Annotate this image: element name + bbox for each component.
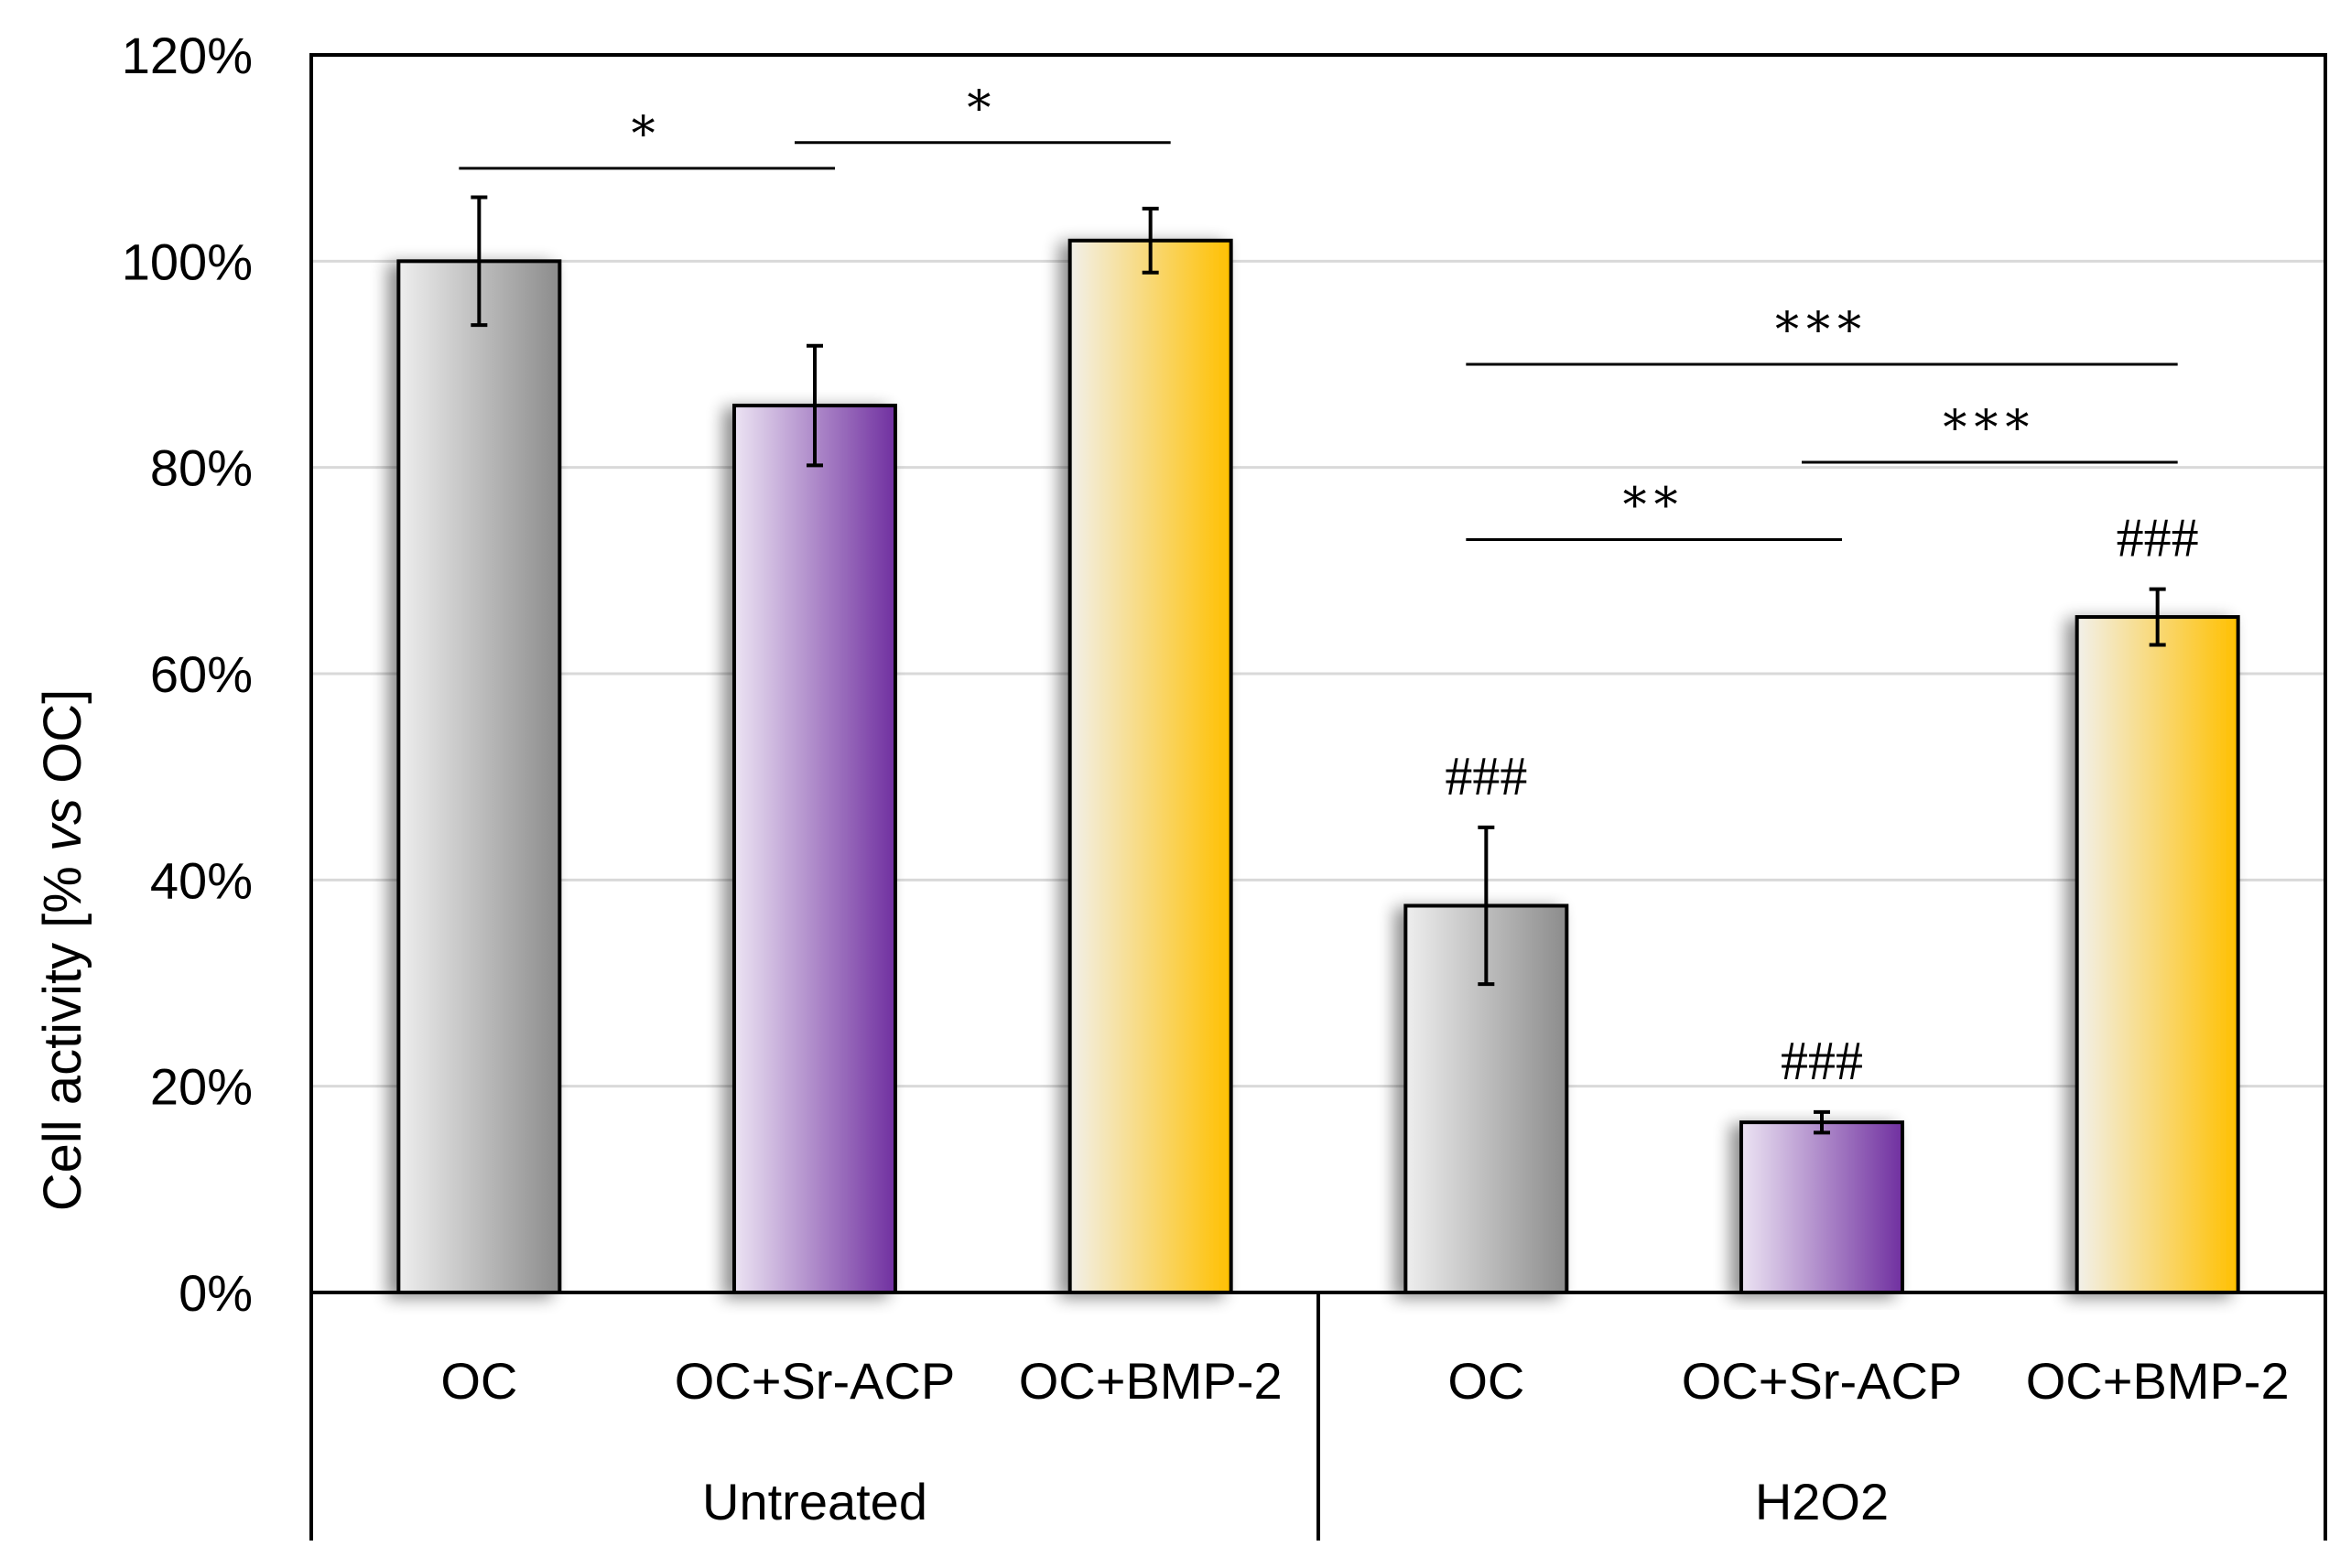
x-tick-label: OC+Sr-ACP — [675, 1352, 956, 1410]
bar-untreated-oc — [396, 259, 562, 1294]
gridlines — [311, 259, 2325, 1088]
y-axis-label-part-3: OC] — [33, 689, 92, 798]
x-tick-label: OC — [1447, 1352, 1524, 1410]
hash-annotation: ### — [2117, 508, 2199, 568]
y-axis-label: Cell activity [% vs OC] — [33, 689, 92, 1211]
y-tick-label: 120% — [122, 27, 253, 84]
bar-untreated-oc-bmp-2 — [1067, 238, 1233, 1294]
error-bars — [471, 195, 2166, 1135]
x-tick-label: OC — [440, 1352, 517, 1410]
x-tick-label: OC+BMP-2 — [1019, 1352, 1283, 1410]
error-bar — [2149, 587, 2166, 647]
axes — [309, 53, 2327, 1541]
y-tick-label: 80% — [150, 439, 253, 497]
error-bar — [1814, 1109, 1830, 1135]
y-tick-label: 20% — [150, 1058, 253, 1116]
significance-bracket: * — [795, 81, 1171, 145]
error-bar — [1478, 825, 1495, 987]
significance-label: * — [632, 107, 663, 162]
group-label: Untreated — [702, 1473, 927, 1530]
significance-bracket: *** — [1802, 401, 2178, 464]
significance-label: *** — [1943, 401, 2036, 456]
error-bar — [1142, 206, 1159, 275]
group-label: H2O2 — [1755, 1473, 1889, 1530]
bar-untreated-oc-sr-acp — [732, 404, 897, 1295]
significance-label: *** — [1775, 303, 1869, 358]
significance-bracket: * — [459, 107, 835, 170]
x-tick-label: OC+BMP-2 — [2026, 1352, 2290, 1410]
x-tick-label: OC+Sr-ACP — [1682, 1352, 1963, 1410]
bar-h2o2-oc-sr-acp — [1739, 1120, 1904, 1294]
y-axis-label-part-1: Cell activity [% — [33, 851, 92, 1211]
significance-label: ** — [1623, 479, 1685, 534]
hash-annotation: ### — [1445, 746, 1527, 806]
bars — [396, 238, 2240, 1295]
significance-bracket: ** — [1466, 479, 1842, 542]
y-tick-label: 100% — [122, 232, 253, 290]
bar-h2o2-oc-bmp-2 — [2075, 615, 2240, 1294]
hash-annotation: ### — [1781, 1031, 1863, 1091]
y-axis-label-part-2: vs — [33, 798, 92, 851]
error-bar — [807, 343, 823, 468]
significance-bracket: *** — [1466, 303, 2178, 366]
y-tick-label: 60% — [150, 645, 253, 703]
significance-label: * — [967, 81, 998, 136]
y-tick-label: 0% — [179, 1264, 253, 1322]
y-tick-label: 40% — [150, 851, 253, 909]
significance-annotations: * ********* — [459, 81, 2178, 542]
labels: 0% 20% 40% 60% 80% 100% 120% ### ### ### OC OC+Sr-A… — [122, 27, 2290, 1530]
error-bar — [471, 195, 488, 328]
